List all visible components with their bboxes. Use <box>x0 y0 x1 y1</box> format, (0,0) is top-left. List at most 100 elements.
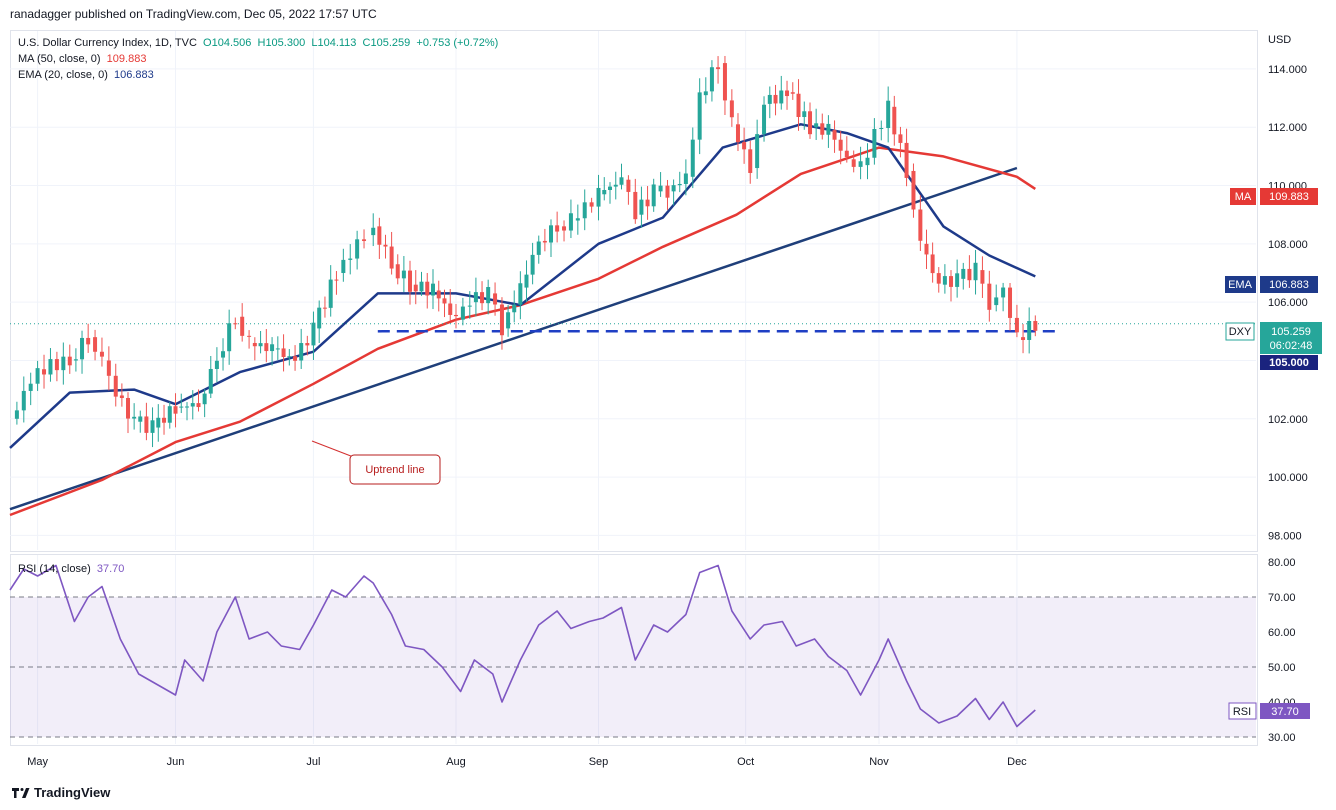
candle-body <box>961 268 966 279</box>
candle-body <box>596 187 601 207</box>
candle-body <box>132 416 137 419</box>
candle-body <box>436 290 441 299</box>
candle-body <box>448 303 453 315</box>
candle-body <box>1001 287 1006 298</box>
candle-body <box>93 337 98 352</box>
candle-body <box>126 398 131 419</box>
time-tick-label: Jun <box>167 756 185 768</box>
candle-body <box>639 199 644 215</box>
candle-body <box>21 390 26 411</box>
candle-body <box>281 348 286 357</box>
candle-body <box>802 111 807 118</box>
candle-body <box>716 67 721 70</box>
candle-body <box>767 94 772 104</box>
candle-body <box>28 383 33 391</box>
chart-canvas[interactable]: 98.000100.000102.000104.000106.000108.00… <box>0 0 1336 785</box>
candle-body <box>162 417 167 423</box>
candle-body <box>362 239 367 242</box>
candle-body <box>1008 287 1013 318</box>
candle-body <box>536 241 541 255</box>
price-tick-label: 100.000 <box>1268 472 1308 484</box>
candle-body <box>138 416 143 422</box>
candle-body <box>258 343 263 347</box>
rsi-legend-label: RSI (14, close) <box>18 563 91 575</box>
candle-body <box>530 254 535 275</box>
candle-body <box>389 246 394 269</box>
candle-body <box>722 63 727 101</box>
time-tick-label: May <box>27 756 48 768</box>
candle-body <box>973 262 978 281</box>
price-pane[interactable] <box>10 30 1258 552</box>
candle-body <box>967 268 972 281</box>
price-tick-label: 114.000 <box>1268 64 1307 76</box>
time-tick-label: Nov <box>869 756 889 768</box>
candle-body <box>690 139 695 177</box>
candle-body <box>844 150 849 158</box>
candle-body <box>748 149 753 173</box>
candle-body <box>311 322 316 346</box>
candle-body <box>227 323 232 352</box>
candle-body <box>42 369 47 375</box>
candle-body <box>348 258 353 260</box>
ema-badge-bg <box>1260 276 1318 293</box>
rsi-tick-label: 50.00 <box>1268 662 1296 674</box>
symbol-legend-row: U.S. Dollar Currency Index, 1D, TVC O104… <box>18 35 498 51</box>
rsi-badge-label-bg <box>1228 702 1257 720</box>
symbol-title: U.S. Dollar Currency Index, 1D, TVC <box>18 37 197 49</box>
candle-body <box>1033 321 1038 331</box>
ma-badge-label: MA <box>1235 191 1252 203</box>
rsi-tick-label: 30.00 <box>1268 732 1296 744</box>
candle-body <box>904 142 909 178</box>
candle-body <box>872 128 877 158</box>
ohlc-change: +0.753 (+0.72%) <box>416 37 499 49</box>
candle-body <box>86 337 91 345</box>
candle-body <box>703 91 708 96</box>
candle-body <box>106 360 111 376</box>
candle-body <box>980 270 985 284</box>
candle-body <box>499 304 504 336</box>
candle-body <box>473 292 478 303</box>
candle-body <box>697 92 702 140</box>
candle-body <box>729 100 734 118</box>
level-badge-value: 105.000 <box>1269 357 1309 369</box>
candle-body <box>892 106 897 135</box>
candle-body <box>1014 317 1019 333</box>
candle-body <box>305 343 310 346</box>
rsi-badge-value: 37.70 <box>1271 706 1299 718</box>
candle-body <box>460 306 465 320</box>
time-tick-label: Sep <box>589 756 609 768</box>
candle-body <box>602 189 607 195</box>
candle-body <box>1021 337 1026 340</box>
tradingview-footer[interactable]: TradingView <box>12 785 110 800</box>
candle-body <box>113 375 118 397</box>
candle-body <box>334 279 339 281</box>
ema-legend-row: EMA (20, close, 0) 106.883 <box>18 67 498 83</box>
ma-legend-value: 109.883 <box>106 53 147 65</box>
candle-body <box>562 226 567 231</box>
candle-body <box>493 293 498 305</box>
candle-body <box>658 185 663 192</box>
ohlc-close: C105.259 <box>362 37 411 49</box>
candle-body <box>467 305 472 307</box>
ema-badge-label: EMA <box>1228 279 1253 291</box>
candle-body <box>328 279 333 308</box>
ohlc-low: L104.113 <box>311 37 357 49</box>
candle-body <box>99 351 104 357</box>
rsi-pane[interactable] <box>10 554 1258 746</box>
uptrend-callout-box <box>349 454 441 485</box>
candle-body <box>762 104 767 135</box>
candle-body <box>785 90 790 97</box>
time-tick-label: Dec <box>1007 756 1027 768</box>
ema-badge-label-bg <box>1225 276 1256 293</box>
ma-legend-label: MA (50, close, 0) <box>18 53 101 65</box>
candle-body <box>898 134 903 143</box>
candle-body <box>518 283 523 305</box>
candle-body <box>820 123 825 135</box>
dxy-badge-countdown: 06:02:48 <box>1270 340 1313 352</box>
ma-badge-bg <box>1260 188 1318 205</box>
candle-body <box>879 127 884 129</box>
candle-body <box>709 67 714 92</box>
candle-body <box>156 417 161 428</box>
candle-body <box>202 393 207 405</box>
candle-body <box>383 244 388 247</box>
